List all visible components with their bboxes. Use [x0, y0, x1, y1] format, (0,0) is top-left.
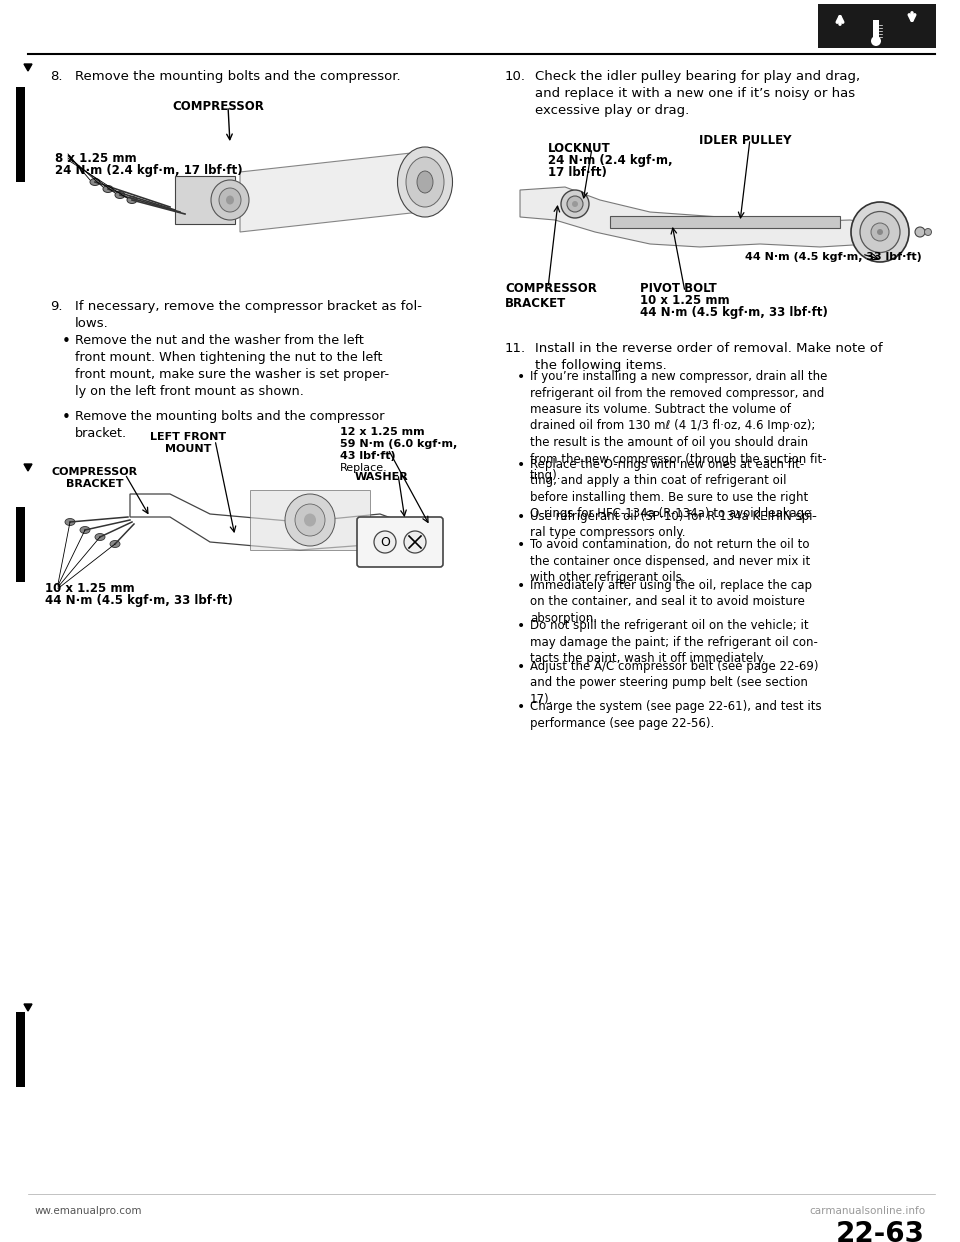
Ellipse shape [115, 191, 125, 199]
Bar [873, 20, 879, 42]
Ellipse shape [304, 513, 316, 527]
Text: 24 N·m (2.4 kgf·m,: 24 N·m (2.4 kgf·m, [548, 154, 673, 166]
Ellipse shape [65, 518, 75, 525]
Text: LEFT FRONT
MOUNT: LEFT FRONT MOUNT [150, 432, 226, 453]
Ellipse shape [90, 179, 100, 185]
Text: •: • [517, 457, 525, 472]
Bar [610, 216, 840, 229]
Text: 22-63: 22-63 [836, 1220, 925, 1242]
Ellipse shape [374, 532, 396, 553]
Text: Remove the nut and the washer from the left
front mount. When tightening the nut: Remove the nut and the washer from the l… [75, 334, 389, 397]
Text: Immediately after using the oil, replace the cap
on the container, and seal it t: Immediately after using the oil, replace… [530, 579, 812, 625]
Text: •: • [517, 579, 525, 592]
Text: •: • [62, 410, 71, 425]
Text: Remove the mounting bolts and the compressor
bracket.: Remove the mounting bolts and the compre… [75, 410, 385, 440]
Text: COMPRESSOR
BRACKET: COMPRESSOR BRACKET [505, 282, 597, 310]
Ellipse shape [285, 494, 335, 546]
Text: 43 lbf·ft): 43 lbf·ft) [340, 451, 396, 461]
Text: 8 x 1.25 mm: 8 x 1.25 mm [55, 152, 136, 165]
Ellipse shape [915, 227, 925, 237]
Ellipse shape [924, 229, 931, 236]
Text: Charge the system (see page 22-61), and test its
performance (see page 22-56).: Charge the system (see page 22-61), and … [530, 700, 822, 729]
Text: O: O [380, 535, 390, 549]
Text: COMPRESSOR
BRACKET: COMPRESSOR BRACKET [52, 467, 138, 488]
Ellipse shape [877, 229, 883, 235]
Text: Install in the reverse order of removal. Make note of
the following items.: Install in the reverse order of removal.… [535, 342, 882, 373]
Text: COMPRESSOR: COMPRESSOR [172, 101, 264, 113]
Ellipse shape [80, 527, 90, 534]
Ellipse shape [871, 36, 881, 46]
Bar [250, 491, 370, 550]
Ellipse shape [295, 504, 325, 537]
Ellipse shape [417, 171, 433, 193]
Ellipse shape [561, 190, 589, 219]
Bar [818, 4, 936, 48]
Text: 44 N·m (4.5 kgf·m, 33 lbf·ft): 44 N·m (4.5 kgf·m, 33 lbf·ft) [745, 252, 922, 262]
Ellipse shape [397, 147, 452, 217]
Bar [175, 176, 235, 224]
Text: IDLER PULLEY: IDLER PULLEY [699, 134, 791, 147]
Polygon shape [520, 188, 900, 247]
Bar [16, 1012, 25, 1087]
Ellipse shape [226, 195, 234, 205]
Text: WASHER: WASHER [355, 472, 409, 482]
Text: 24 N·m (2.4 kgf·m, 17 lbf·ft): 24 N·m (2.4 kgf·m, 17 lbf·ft) [55, 164, 243, 178]
Polygon shape [24, 65, 32, 71]
Ellipse shape [103, 185, 113, 193]
Text: •: • [517, 538, 525, 553]
Ellipse shape [851, 202, 909, 262]
Polygon shape [240, 152, 420, 232]
Text: ww.emanualpro.com: ww.emanualpro.com [35, 1206, 142, 1216]
Text: Replace the O-rings with new ones at each fit-
ting, and apply a thin coat of re: Replace the O-rings with new ones at eac… [530, 457, 815, 520]
Text: •: • [517, 660, 525, 673]
Text: •: • [517, 509, 525, 524]
Text: 8.: 8. [50, 70, 62, 83]
Ellipse shape [572, 201, 578, 207]
Ellipse shape [404, 532, 426, 553]
Text: 12 x 1.25 mm: 12 x 1.25 mm [340, 427, 424, 437]
Text: 10 x 1.25 mm: 10 x 1.25 mm [45, 582, 134, 595]
Text: LOCKNUT: LOCKNUT [548, 142, 611, 155]
Polygon shape [24, 465, 32, 471]
Text: •: • [62, 334, 71, 349]
Ellipse shape [871, 224, 889, 241]
Bar [16, 507, 25, 582]
Ellipse shape [110, 540, 120, 548]
Text: •: • [517, 700, 525, 714]
Text: 44 N·m (4.5 kgf·m, 33 lbf·ft): 44 N·m (4.5 kgf·m, 33 lbf·ft) [640, 306, 828, 319]
Ellipse shape [860, 211, 900, 252]
Text: Use refrigerant oil (SP-10) for R-134a KEIHIN spi-
ral type compressors only.: Use refrigerant oil (SP-10) for R-134a K… [530, 509, 817, 539]
Text: 17 lbf·ft): 17 lbf·ft) [548, 166, 607, 179]
Text: 44 N·m (4.5 kgf·m, 33 lbf·ft): 44 N·m (4.5 kgf·m, 33 lbf·ft) [45, 594, 233, 607]
Ellipse shape [219, 188, 241, 212]
Text: •: • [517, 620, 525, 633]
Text: 10 x 1.25 mm: 10 x 1.25 mm [640, 294, 730, 307]
Ellipse shape [127, 196, 137, 204]
Ellipse shape [95, 534, 105, 540]
Text: To avoid contamination, do not return the oil to
the container once dispensed, a: To avoid contamination, do not return th… [530, 538, 810, 585]
Polygon shape [24, 1004, 32, 1011]
Text: 59 N·m (6.0 kgf·m,: 59 N·m (6.0 kgf·m, [340, 438, 457, 450]
Text: PIVOT BOLT: PIVOT BOLT [640, 282, 717, 296]
Text: carmanualsonline.info: carmanualsonline.info [809, 1206, 925, 1216]
Text: 11.: 11. [505, 342, 526, 355]
Ellipse shape [567, 196, 583, 212]
FancyBboxPatch shape [357, 517, 443, 568]
Ellipse shape [211, 180, 249, 220]
Text: 9.: 9. [50, 301, 62, 313]
Text: If you’re installing a new compressor, drain all the
refrigerant oil from the re: If you’re installing a new compressor, d… [530, 370, 828, 482]
Text: •: • [517, 370, 525, 384]
Bar [16, 87, 25, 183]
Text: Do not spill the refrigerant oil on the vehicle; it
may damage the paint; if the: Do not spill the refrigerant oil on the … [530, 620, 818, 666]
Ellipse shape [406, 156, 444, 207]
Text: Adjust the A/C compressor belt (see page 22-69)
and the power steering pump belt: Adjust the A/C compressor belt (see page… [530, 660, 819, 705]
Text: Remove the mounting bolts and the compressor.: Remove the mounting bolts and the compre… [75, 70, 400, 83]
Text: If necessary, remove the compressor bracket as fol-
lows.: If necessary, remove the compressor brac… [75, 301, 422, 330]
Text: 10.: 10. [505, 70, 526, 83]
Text: Check the idler pulley bearing for play and drag,
and replace it with a new one : Check the idler pulley bearing for play … [535, 70, 860, 117]
Text: Replace.: Replace. [340, 463, 388, 473]
